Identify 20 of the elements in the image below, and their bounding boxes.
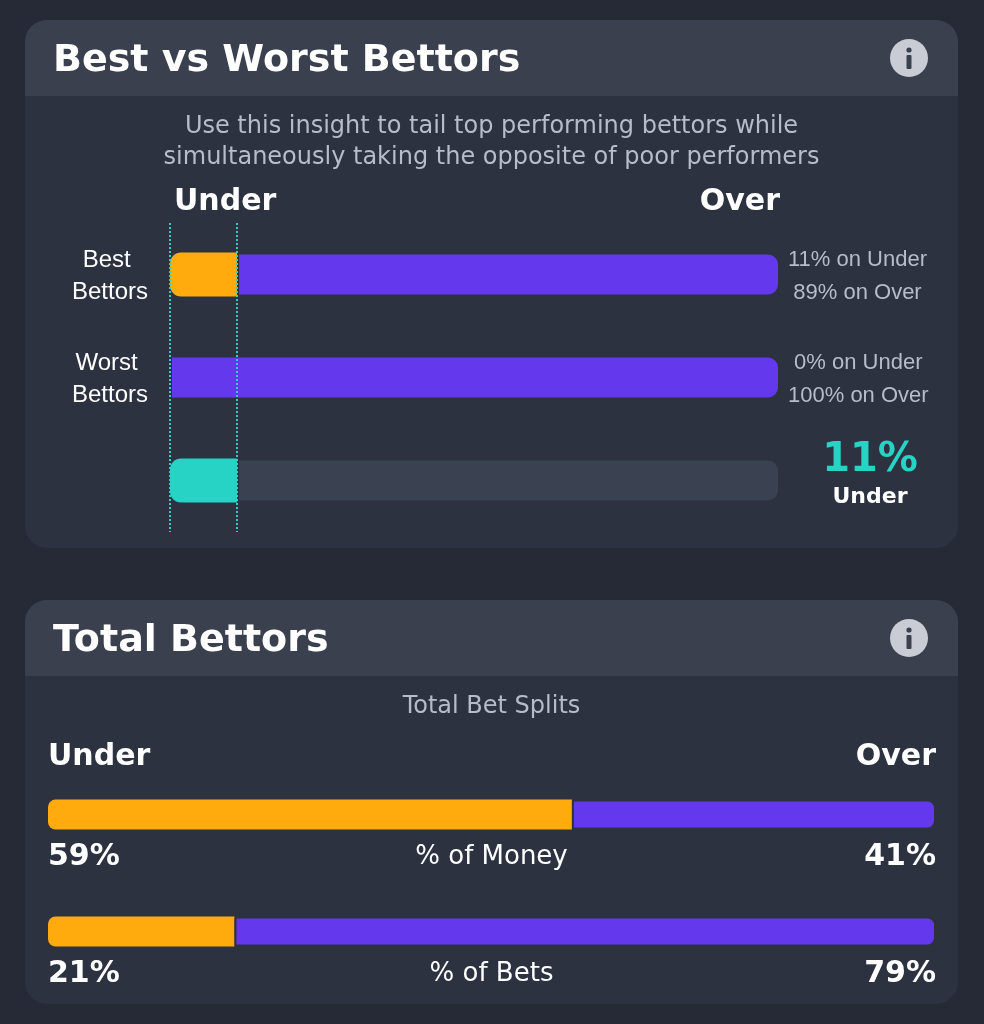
data-label: 0% on Under 100% on Over [788,348,929,407]
data-label: 21% [48,954,120,989]
text: Under [174,182,277,217]
chart-subtitle: Total Bet Splits [401,690,582,721]
category-label: % of Money [415,839,568,870]
text: Over [855,737,937,772]
text: Under [48,737,151,772]
chart-title: Total Bettors [25,600,958,676]
chart-title: Best vs Worst Bettors [25,20,958,96]
text: Over [699,182,781,217]
y-tick-label: Best Bettors [71,245,149,304]
y-tick-label: Worst Bettors [71,348,149,407]
chart-subtitle: Use this insight to tail top performing bettors while simultaneously taking the opposite of poor performers [162,110,821,172]
data-label: 59% [48,837,120,872]
category-label: % of Bets [429,956,554,987]
text: Under [832,483,908,508]
text: 11% [822,433,918,480]
data-label: 41% [864,837,937,872]
data-label: 11% on Under 89% on Over [788,245,928,304]
data-label: 79% [864,954,937,989]
